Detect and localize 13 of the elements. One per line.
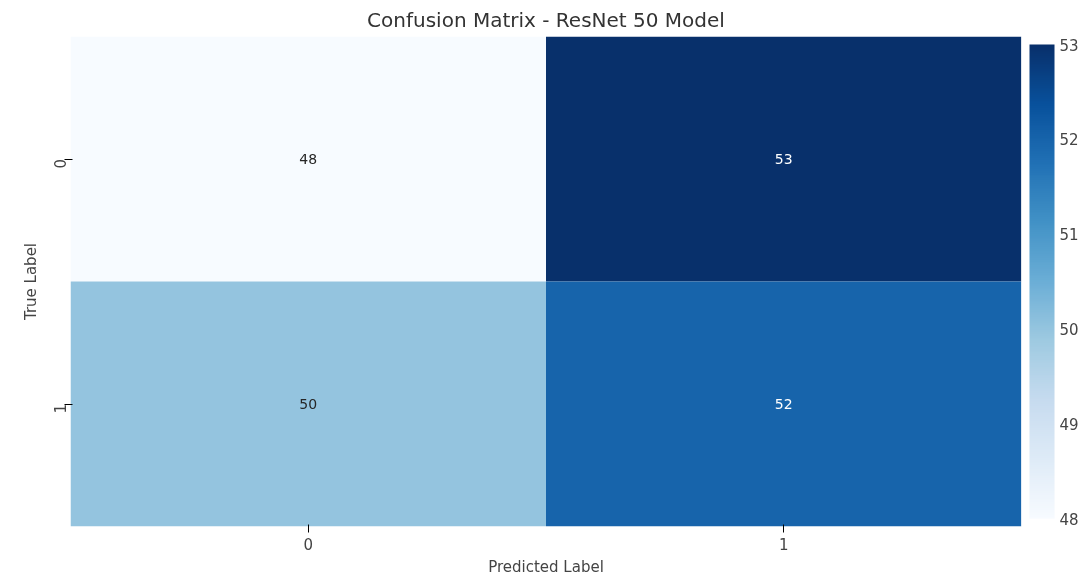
data-label: 53	[774, 151, 793, 167]
data-label: 50	[299, 396, 318, 412]
color-bar-label: 48	[1059, 510, 1079, 529]
color-bar-label: 53	[1059, 36, 1079, 55]
color-bar-label: 49	[1059, 415, 1079, 434]
data-label: 48	[299, 151, 318, 167]
x-axis-title: Predicted Label	[488, 557, 604, 576]
chart-title: Confusion Matrix - ResNet 50 Model	[367, 7, 725, 32]
color-bar-label: 50	[1059, 320, 1079, 339]
data-label: 52	[774, 396, 793, 412]
color-bar-label: 52	[1059, 131, 1079, 150]
y-axis-title: True Label	[21, 242, 40, 322]
color-bar-label: 51	[1059, 226, 1079, 245]
